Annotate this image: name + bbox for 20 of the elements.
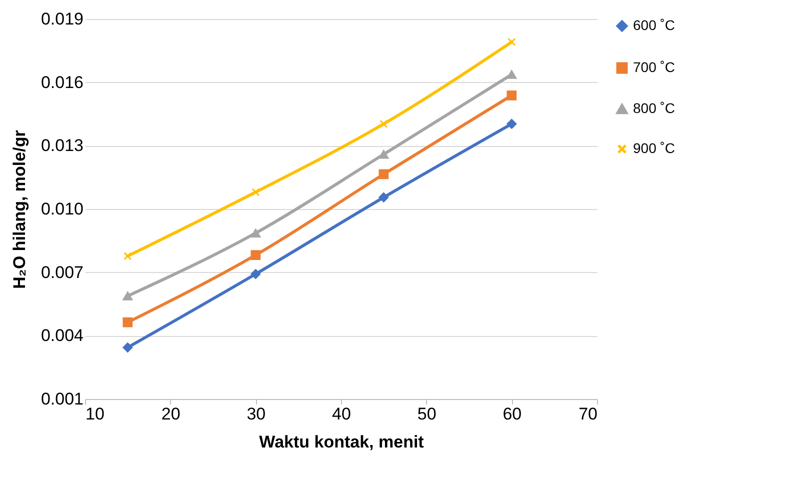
y-tick-label: 0.007 xyxy=(40,262,84,282)
x-tick-label: 70 xyxy=(578,404,598,424)
legend-label: 600 ˚C xyxy=(633,17,676,33)
y-tick-label: 0.001 xyxy=(40,390,84,408)
legend-label: 700 ˚C xyxy=(633,59,676,75)
x-tick-label: 20 xyxy=(161,404,180,424)
x-tick-label: 30 xyxy=(246,404,266,424)
x-tick-label: 50 xyxy=(417,404,436,424)
legend-label: 800 ˚C xyxy=(633,100,676,116)
x-tick-label: 40 xyxy=(332,404,351,424)
y-tick-label: 0.019 xyxy=(40,10,84,28)
y-tick-label: 0.004 xyxy=(40,326,84,346)
legend-label: 900 ˚C xyxy=(633,140,676,156)
y-tick-label: 0.016 xyxy=(40,72,84,92)
y-axis-title: H₂O hilang, mole/gr xyxy=(10,130,29,289)
y-tick-label: 0.010 xyxy=(40,200,84,218)
y-tick-label: 0.013 xyxy=(40,136,84,156)
x-tick-label: 60 xyxy=(502,404,522,424)
x-tick-label: 10 xyxy=(86,404,104,424)
x-axis-title: Waktu kontak, menit xyxy=(259,432,424,452)
